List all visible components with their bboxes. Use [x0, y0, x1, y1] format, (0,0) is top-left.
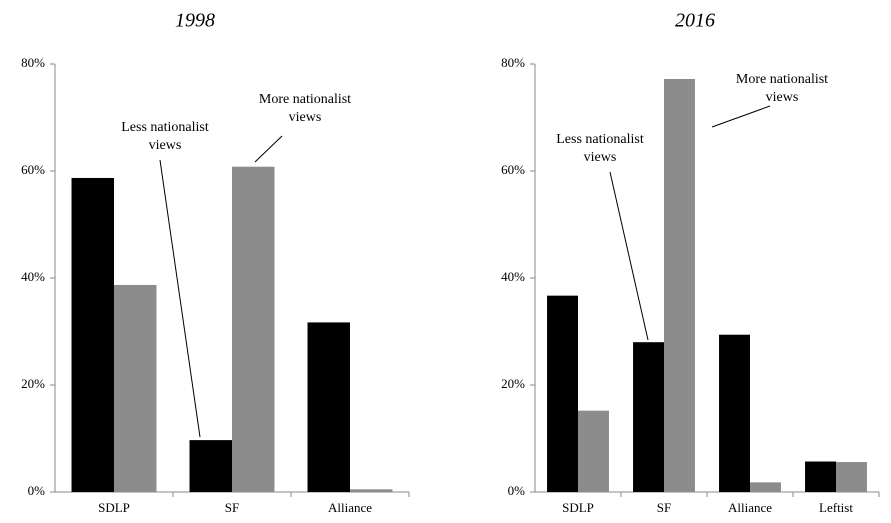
bar: [750, 482, 781, 492]
bar: [350, 489, 393, 492]
bar: [189, 440, 232, 492]
chart-title: 1998: [175, 10, 215, 32]
bar: [633, 342, 664, 492]
x-tick-label: SDLP: [98, 500, 130, 515]
x-tick-label: Leftist: [819, 500, 853, 515]
y-tick-label: 80%: [21, 55, 45, 70]
x-tick-label: SF: [657, 500, 671, 515]
y-tick-label: 20%: [501, 376, 525, 391]
annotation: Less nationalist views: [121, 120, 209, 153]
bar: [805, 461, 836, 492]
x-tick-label: SDLP: [562, 500, 594, 515]
annotation: More nationalist views: [258, 92, 352, 125]
x-tick-label: Alliance: [328, 500, 372, 515]
bar: [547, 295, 578, 492]
bar: [836, 462, 867, 492]
annotation-line: [254, 135, 283, 163]
bar: [578, 410, 609, 492]
y-tick-label: 20%: [21, 376, 45, 391]
y-tick-label: 80%: [501, 55, 525, 70]
y-tick-label: 60%: [21, 162, 45, 177]
bar: [71, 177, 114, 492]
x-tick-label: SF: [225, 500, 239, 515]
y-tick-label: 60%: [501, 162, 525, 177]
y-tick-label: 40%: [501, 269, 525, 284]
y-tick-label: 0%: [28, 483, 46, 498]
annotation-line: [159, 159, 201, 438]
annotation: Less nationalist views: [556, 132, 644, 165]
annotation-line: [711, 105, 771, 128]
annotation-line: [609, 171, 649, 341]
y-tick-label: 40%: [21, 269, 45, 284]
y-tick-label: 0%: [508, 483, 526, 498]
x-tick-label: Alliance: [728, 500, 772, 515]
chart-title: 2016: [675, 10, 715, 32]
bar: [719, 334, 750, 492]
bar: [114, 284, 157, 492]
bar: [664, 78, 695, 492]
bar: [307, 322, 350, 492]
bar: [232, 166, 275, 492]
annotation: More nationalist views: [735, 72, 829, 105]
